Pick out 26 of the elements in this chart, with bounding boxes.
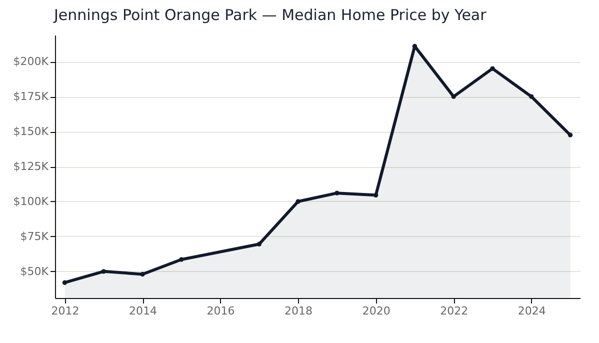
x-tick-label: 2022 (440, 304, 468, 318)
x-tick-label: 2020 (362, 304, 390, 318)
point (296, 199, 300, 204)
y-tick-label: $200K (13, 55, 50, 68)
point (140, 272, 145, 277)
y-tick-label: $150K (13, 125, 50, 138)
point (490, 66, 495, 71)
point (568, 132, 573, 138)
y-tick-label: $125K (13, 160, 50, 173)
point (529, 94, 534, 99)
chart-title: Jennings Point Orange Park — Median Home Price by Year (53, 6, 488, 24)
point (256, 242, 262, 246)
x-tick-label: 2012 (51, 304, 80, 318)
point (101, 269, 106, 274)
x-tick-label: 2014 (129, 304, 157, 318)
point (179, 257, 184, 262)
point (334, 190, 340, 196)
point (62, 280, 68, 285)
y-tick-label: $50K (20, 264, 50, 278)
y-tick-label: $175K (13, 90, 50, 104)
x-tick-label: 2016 (206, 304, 235, 318)
y-tick-label: $100K (13, 194, 50, 208)
x-tick-label: 2024 (518, 304, 546, 318)
point (451, 94, 456, 99)
x-tick-label: 2018 (284, 304, 313, 318)
y-tick-label: $75K (20, 230, 50, 243)
